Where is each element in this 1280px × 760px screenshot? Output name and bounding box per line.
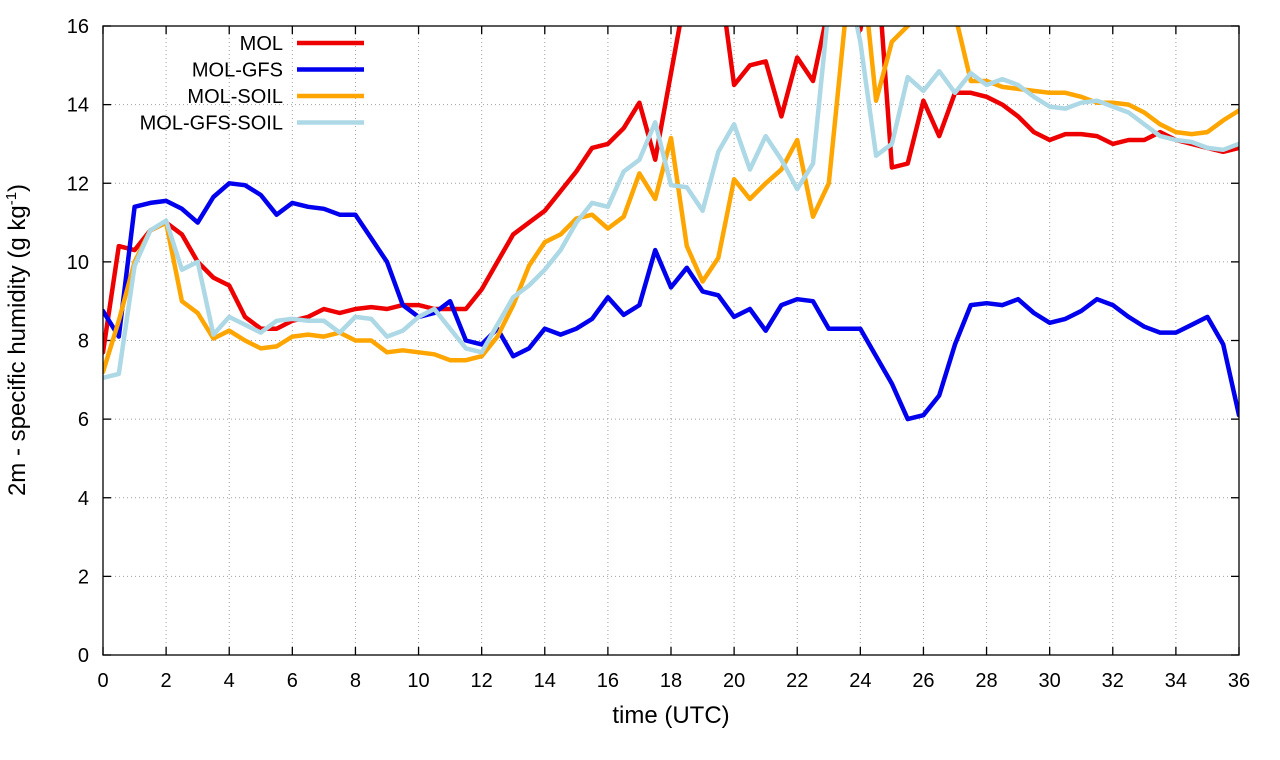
x-tick-label: 20 bbox=[723, 670, 745, 692]
legend: MOL MOL-GFS MOL-SOIL MOL-GFS-SOIL bbox=[140, 33, 364, 135]
y-tick-label: 14 bbox=[67, 95, 89, 117]
legend-label-mol-soil: MOL-SOIL bbox=[187, 86, 283, 108]
x-tick-label: 8 bbox=[350, 670, 361, 692]
x-tick-label: 12 bbox=[471, 670, 493, 692]
y-tick-label: 12 bbox=[67, 173, 89, 195]
y-tick-labels: 0 2 4 6 8 10 12 14 16 bbox=[67, 16, 89, 667]
legend-label-mol-gfs: MOL-GFS bbox=[192, 60, 283, 82]
x-tick-labels: 0 2 4 6 8 10 12 14 16 18 20 22 24 26 28 30 32 34 36 bbox=[97, 670, 1250, 692]
x-tick-label: 30 bbox=[1039, 670, 1061, 692]
y-tick-label: 0 bbox=[78, 645, 89, 667]
x-tick-label: 14 bbox=[534, 670, 556, 692]
series-line-mol-soil bbox=[103, 26, 1239, 375]
x-tick-label: 24 bbox=[849, 670, 871, 692]
x-tick-label: 18 bbox=[660, 670, 682, 692]
x-tick-label: 4 bbox=[224, 670, 235, 692]
x-tick-label: 22 bbox=[786, 670, 808, 692]
series-line-mol-gfs bbox=[103, 181, 1239, 422]
y-axis-title-main: 2m - specific humidity (g kg bbox=[4, 205, 31, 496]
legend-label-mol: MOL bbox=[240, 33, 283, 55]
y-axis-title-superscript: -1 bbox=[3, 192, 20, 205]
y-tick-label: 8 bbox=[78, 331, 89, 353]
x-tick-label: 28 bbox=[975, 670, 997, 692]
y-tick-label: 4 bbox=[78, 488, 89, 510]
x-axis-title: time (UTC) bbox=[612, 702, 729, 729]
y-tick-label: 16 bbox=[67, 16, 89, 38]
series-lines bbox=[103, 26, 1239, 422]
x-tick-label: 34 bbox=[1165, 670, 1187, 692]
y-tick-label: 6 bbox=[78, 409, 89, 431]
x-tick-label: 16 bbox=[597, 670, 619, 692]
y-axis-title-close: ) bbox=[4, 184, 31, 192]
x-tick-label: 0 bbox=[97, 670, 108, 692]
x-tick-label: 10 bbox=[407, 670, 429, 692]
legend-label-mol-gfs-soil: MOL-GFS-SOIL bbox=[140, 113, 283, 135]
plot-frame bbox=[102, 25, 1240, 656]
x-tick-label: 2 bbox=[161, 670, 172, 692]
series-line-mol-gfs-soil bbox=[103, 26, 1239, 381]
x-tick-label: 26 bbox=[912, 670, 934, 692]
x-tick-label: 32 bbox=[1102, 670, 1124, 692]
x-tick-label: 6 bbox=[287, 670, 298, 692]
y-axis-title: 2m - specific humidity (g kg-1) bbox=[3, 184, 31, 496]
x-tick-label: 36 bbox=[1228, 670, 1250, 692]
y-tick-label: 2 bbox=[78, 566, 89, 588]
y-tick-label: 10 bbox=[67, 252, 89, 274]
